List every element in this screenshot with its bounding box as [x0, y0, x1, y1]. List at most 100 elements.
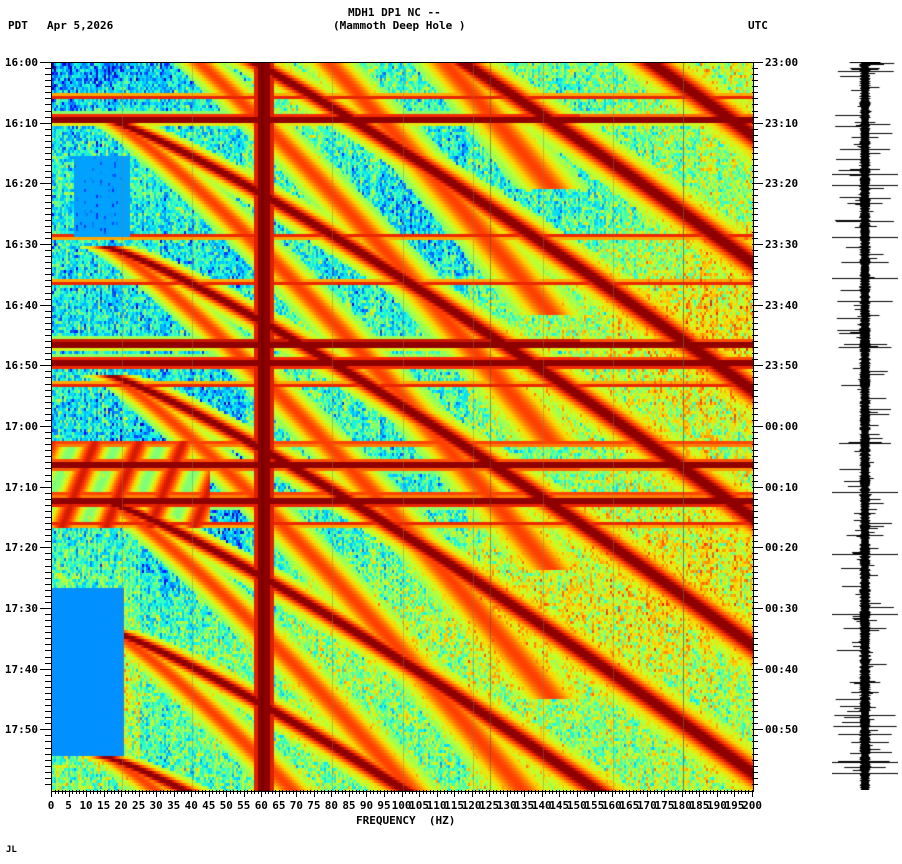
tick-minor-pdt: [45, 735, 51, 737]
tick-minor-frequency: [720, 790, 722, 794]
tick-minor-utc: [752, 328, 758, 330]
tick-minor-pdt: [45, 753, 51, 755]
tick-minor-pdt: [45, 395, 51, 397]
tick-minor-pdt: [45, 601, 51, 603]
x-axis-label: FREQUENCY (HZ): [356, 814, 456, 827]
tick-minor-frequency: [394, 790, 396, 794]
tick-minor-utc: [752, 553, 758, 555]
tick-minor-pdt: [45, 401, 51, 403]
tick-minor-utc: [752, 347, 758, 349]
tick-minor-frequency: [114, 790, 116, 794]
tick-minor-pdt: [45, 662, 51, 664]
tick-minor-frequency: [433, 790, 435, 794]
tick-minor-frequency: [615, 790, 617, 794]
tick-major-frequency: [664, 790, 666, 797]
tick-minor-pdt: [45, 195, 51, 197]
tick-label-pdt: 16:30: [4, 238, 38, 251]
tick-minor-utc: [752, 140, 758, 142]
tick-minor-utc: [752, 280, 758, 282]
tick-label-frequency: 165: [619, 799, 640, 812]
tick-minor-pdt: [45, 529, 51, 531]
tick-minor-pdt: [45, 231, 51, 233]
tick-label-pdt: 17:00: [4, 420, 38, 433]
tick-minor-frequency: [128, 790, 130, 794]
tick-minor-utc: [752, 432, 758, 434]
seismogram-trace: [832, 62, 898, 790]
tick-minor-frequency: [475, 790, 477, 794]
tick-label-frequency: 150: [566, 799, 587, 812]
tick-label-frequency: 110: [426, 799, 447, 812]
tick-minor-pdt: [45, 498, 51, 500]
tick-major-utc: [752, 547, 763, 549]
tick-minor-utc: [752, 195, 758, 197]
tick-minor-utc: [752, 310, 758, 312]
corner-mark: JL: [6, 845, 17, 855]
tick-minor-frequency: [643, 790, 645, 794]
tick-minor-frequency: [58, 790, 59, 794]
tick-label-frequency: 80: [324, 799, 339, 812]
tick-minor-utc: [752, 207, 758, 209]
tick-minor-pdt: [45, 517, 51, 518]
tick-minor-frequency: [503, 790, 505, 794]
tick-minor-frequency: [100, 790, 102, 794]
tick-minor-pdt: [45, 189, 51, 191]
tick-minor-frequency: [110, 790, 112, 794]
tick-minor-frequency: [390, 790, 392, 794]
tick-minor-frequency: [170, 790, 172, 794]
tick-minor-frequency: [149, 790, 151, 794]
tick-minor-frequency: [282, 790, 284, 794]
tick-major-utc: [752, 426, 763, 427]
tick-minor-frequency: [482, 790, 484, 794]
tick-minor-pdt: [45, 140, 51, 142]
tick-minor-pdt: [45, 341, 51, 343]
tick-minor-pdt: [45, 68, 51, 70]
tick-major-pdt: [40, 547, 51, 549]
tick-minor-frequency: [362, 790, 364, 794]
tick-minor-frequency: [324, 790, 326, 794]
tick-minor-frequency: [527, 790, 529, 794]
tick-minor-frequency: [275, 790, 277, 794]
tick-minor-frequency: [545, 790, 547, 794]
spectrogram-plot[interactable]: [51, 62, 754, 792]
tick-minor-frequency: [625, 790, 627, 794]
tick-minor-frequency: [706, 790, 708, 794]
tick-minor-frequency: [310, 790, 312, 794]
tick-major-frequency: [559, 790, 561, 797]
tick-major-frequency: [296, 790, 298, 797]
tick-minor-frequency: [639, 790, 641, 794]
tick-major-frequency: [752, 790, 753, 797]
tick-minor-utc: [752, 159, 758, 161]
tick-minor-frequency: [590, 790, 592, 794]
tick-minor-utc: [752, 74, 758, 76]
tick-minor-pdt: [45, 383, 51, 385]
tick-minor-frequency: [695, 790, 697, 794]
tick-minor-frequency: [163, 790, 165, 794]
tick-minor-utc: [752, 110, 758, 112]
tick-minor-frequency: [660, 790, 662, 794]
tick-minor-frequency: [580, 790, 582, 794]
tick-label-pdt: 16:50: [4, 359, 38, 373]
tick-major-frequency: [313, 790, 315, 797]
tick-minor-frequency: [387, 790, 389, 794]
tick-label-utc: 00:10: [765, 480, 799, 494]
tick-minor-utc: [752, 256, 758, 258]
tick-minor-pdt: [45, 541, 51, 543]
tick-minor-pdt: [45, 298, 51, 300]
tick-minor-utc: [752, 510, 758, 512]
tick-major-utc: [752, 486, 763, 488]
tick-minor-frequency: [145, 790, 147, 794]
tick-major-pdt: [40, 62, 51, 63]
tick-minor-frequency: [492, 790, 494, 794]
tick-minor-utc: [752, 250, 758, 252]
tick-minor-utc: [752, 474, 758, 476]
tick-minor-utc: [752, 68, 758, 70]
tick-minor-frequency: [748, 790, 750, 794]
tick-major-frequency: [541, 790, 543, 797]
tick-minor-utc: [752, 98, 758, 100]
tick-label-frequency: 30: [149, 799, 163, 812]
tick-minor-pdt: [45, 146, 51, 148]
tick-minor-frequency: [222, 790, 224, 794]
tick-minor-pdt: [45, 504, 51, 506]
tick-major-frequency: [401, 790, 403, 797]
tick-label-frequency: 160: [601, 799, 622, 812]
